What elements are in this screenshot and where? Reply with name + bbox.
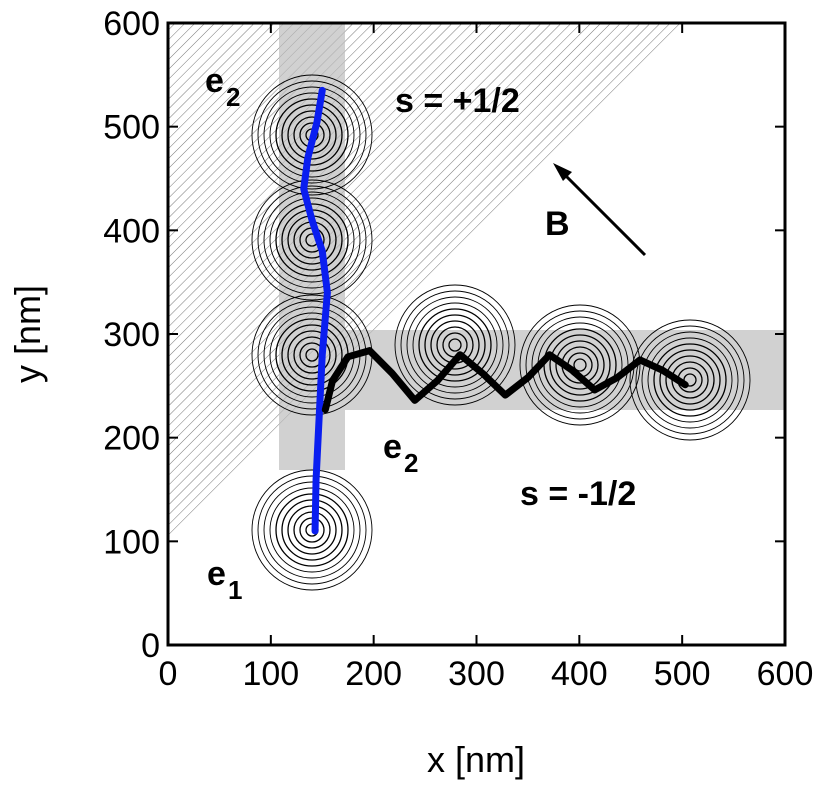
contour [287, 330, 337, 380]
trajectory [300, 86, 331, 535]
contour [305, 348, 319, 362]
y-tick-label: 100 [103, 523, 160, 561]
contour [281, 104, 343, 166]
y-tick-label: 300 [103, 316, 160, 354]
contour [269, 92, 355, 178]
contour [263, 191, 361, 289]
contour [549, 334, 611, 396]
contour [424, 314, 486, 376]
contour [275, 98, 349, 172]
y-axis-label: y [nm] [7, 285, 48, 383]
annotation: s = +1/2 [395, 82, 520, 120]
x-tick-label: 100 [242, 655, 299, 693]
contour [293, 336, 331, 374]
contour [400, 290, 510, 400]
contour [412, 302, 498, 388]
x-tick-label: 500 [654, 655, 711, 693]
annotation: e [205, 62, 224, 100]
contour [257, 80, 367, 190]
trajectory [321, 347, 689, 414]
x-axis-label: x [nm] [427, 739, 525, 780]
contour [275, 203, 349, 277]
y-tick-label: 400 [103, 212, 160, 250]
contour [665, 355, 715, 405]
contour [263, 481, 361, 579]
contour [659, 349, 721, 411]
x-tick-label: 400 [551, 655, 608, 693]
contour [263, 86, 361, 184]
annotation-subscript: 1 [228, 575, 242, 605]
contour [519, 304, 641, 426]
contour [394, 284, 516, 406]
y-tick-label: 500 [103, 109, 160, 147]
contour [257, 475, 367, 585]
y-tick-label: 0 [141, 627, 160, 665]
contour [418, 308, 492, 382]
arrow [558, 168, 647, 257]
x-tick-label: 200 [345, 655, 402, 693]
contour [555, 340, 605, 390]
x-tick-label: 600 [757, 655, 814, 693]
contour [641, 331, 739, 429]
contour [635, 325, 745, 435]
arrow-head [553, 163, 572, 181]
contour [281, 324, 343, 386]
contour [251, 469, 373, 591]
annotation-subscript: 2 [226, 82, 240, 112]
contour [251, 74, 373, 196]
contour [287, 505, 337, 555]
contour [573, 358, 587, 372]
annotation: B [545, 205, 570, 243]
x-tick-label: 300 [448, 655, 505, 693]
annotation-subscript: 2 [404, 448, 418, 478]
x-tick-label: 0 [159, 655, 178, 693]
annotation: e [207, 555, 226, 593]
contour [629, 319, 751, 441]
contour [653, 343, 727, 417]
contour [275, 493, 349, 567]
contour [281, 499, 343, 561]
annotation: e [383, 428, 402, 466]
contour [430, 320, 480, 370]
y-tick-label: 200 [103, 420, 160, 458]
contour [251, 179, 373, 301]
contour [448, 338, 462, 352]
contour [287, 110, 337, 160]
contour [269, 197, 355, 283]
contour [257, 185, 367, 295]
contour [269, 487, 355, 573]
annotation: s = -1/2 [520, 475, 636, 513]
contour [647, 337, 733, 423]
y-tick-label: 600 [103, 5, 160, 43]
contour [406, 296, 504, 394]
